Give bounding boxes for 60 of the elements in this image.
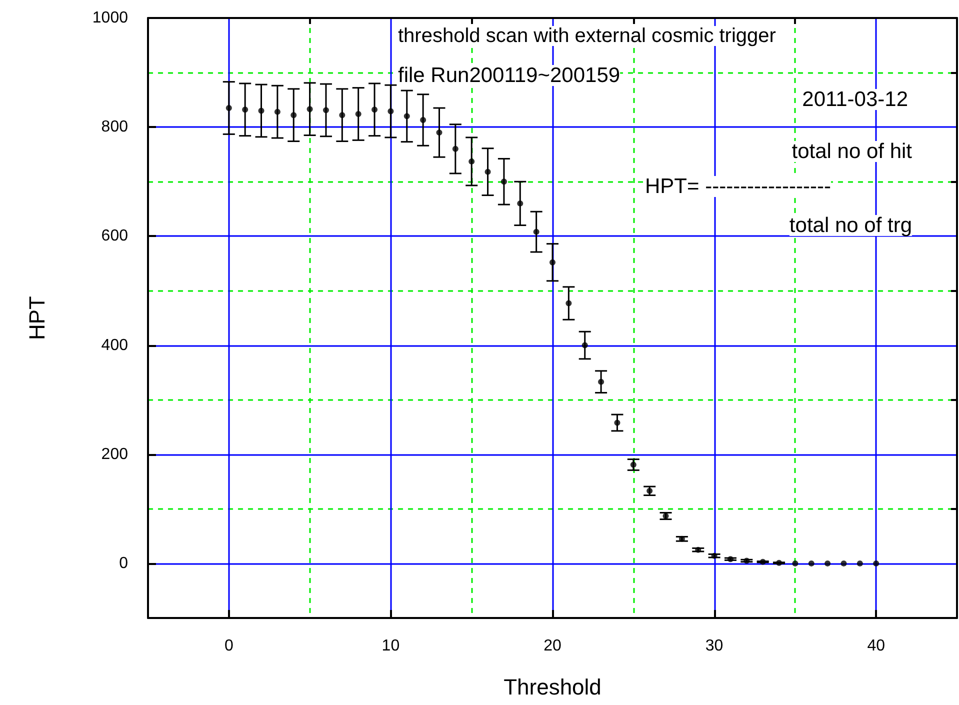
x-tick-label: 20 <box>544 638 562 654</box>
point <box>468 158 475 164</box>
y-tick-label: 400 <box>101 336 128 354</box>
y-tick-label: 800 <box>101 118 128 136</box>
point <box>776 560 782 566</box>
x-tick-label: 10 <box>382 638 400 654</box>
point <box>695 546 702 553</box>
point <box>436 130 442 136</box>
annotation: HPT= ------------------ <box>645 175 831 198</box>
point <box>258 108 264 114</box>
annotation: 2011-03-12 <box>802 88 908 111</box>
point <box>808 560 814 566</box>
annotation: file Run200119~200159 <box>398 64 620 87</box>
point <box>727 556 734 562</box>
annotation: total no of hit <box>792 140 912 163</box>
point <box>582 342 588 348</box>
point <box>484 168 491 175</box>
point <box>517 200 524 206</box>
point <box>824 560 831 566</box>
y-tick-label: 600 <box>101 228 128 245</box>
point <box>711 552 718 559</box>
point <box>744 558 750 564</box>
point <box>760 558 766 565</box>
point <box>550 259 556 266</box>
point <box>630 462 636 468</box>
point <box>404 113 410 120</box>
annotation: threshold scan with external cosmic trigger <box>398 25 776 47</box>
x-tick-label: 40 <box>867 638 886 654</box>
x-axis-title: Threshold <box>504 674 602 700</box>
point <box>566 300 572 306</box>
point <box>614 420 620 426</box>
point <box>598 378 604 385</box>
y-axis-title: HPT <box>24 296 50 340</box>
point <box>322 107 329 114</box>
point <box>646 488 653 494</box>
point <box>388 108 394 114</box>
point <box>290 112 297 118</box>
point <box>355 111 362 117</box>
annotation: total no of trg <box>789 214 912 237</box>
point <box>856 560 863 566</box>
point <box>420 117 426 123</box>
point <box>339 112 346 118</box>
point <box>533 228 540 235</box>
y-tick-label: 1000 <box>92 10 128 26</box>
point <box>226 105 232 111</box>
point <box>452 146 458 152</box>
point <box>873 560 880 566</box>
x-tick-label: 0 <box>224 638 234 654</box>
x-tick-label: 30 <box>705 638 724 654</box>
point <box>372 106 378 113</box>
point <box>500 178 507 185</box>
point <box>662 513 669 519</box>
point <box>242 106 248 113</box>
point <box>306 106 313 112</box>
point <box>678 536 685 542</box>
point <box>792 560 798 566</box>
y-tick-label: 0 <box>119 554 128 572</box>
point <box>274 108 280 115</box>
y-tick-label: 200 <box>101 446 128 463</box>
point <box>840 560 847 566</box>
